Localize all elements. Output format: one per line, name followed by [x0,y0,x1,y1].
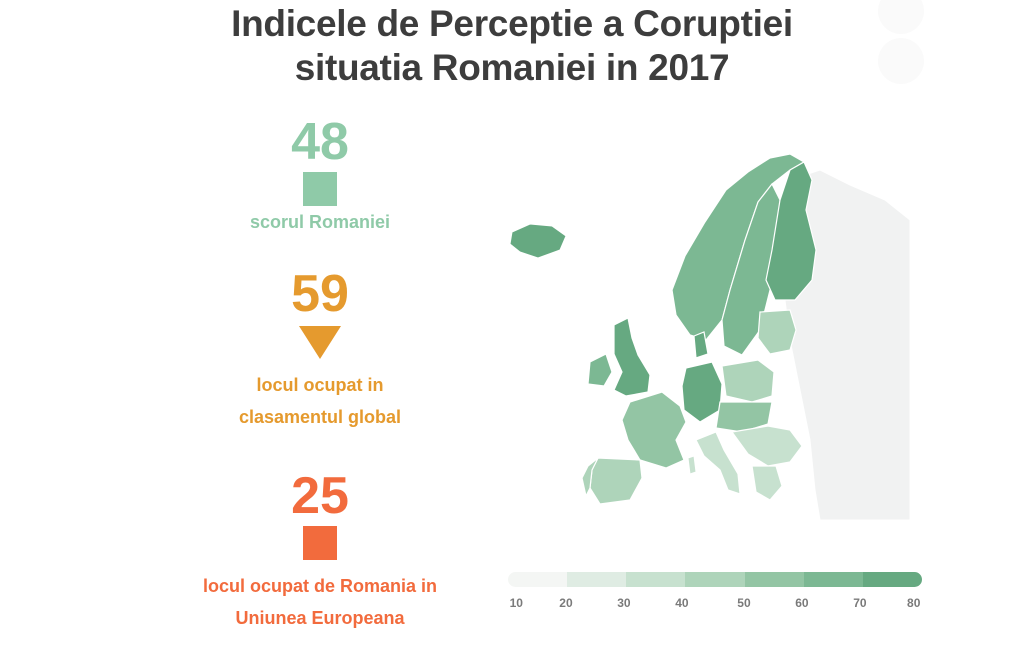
map-country-uk[interactable] [613,317,651,397]
square-icon [303,172,337,206]
legend-swatch [567,572,627,587]
score-stat: 48 scorul Romaniei [210,116,430,238]
eu-rank-value: 25 [291,467,349,525]
legend-swatch [685,572,745,587]
eu-rank-label-1: locul ocupat de Romania in [202,576,438,596]
map-country-france[interactable] [621,391,687,469]
map-region-east[interactable] [784,169,910,520]
title-line-2: situatia Romaniei in 2017 [294,47,730,88]
score-value: 48 [291,113,349,171]
legend-swatch [803,572,863,587]
map-country-germany[interactable] [681,361,723,423]
legend-tick: 10 [509,596,523,610]
legend-swatch [508,572,568,587]
map-country-baltics[interactable] [757,309,797,355]
legend-tick: 30 [617,596,631,610]
map-country-ireland[interactable] [587,353,613,387]
square-icon [303,526,337,560]
global-rank-label-1: locul ocupat in [256,375,384,395]
legend-tick: 70 [853,596,867,610]
legend-tick: 60 [795,596,809,610]
global-rank-stat: 59 locul ocupat in clasamentul global [190,268,450,433]
triangle-down-icon [299,326,341,359]
global-rank-label-2: clasamentul global [238,407,402,427]
legend-tick: 40 [675,596,689,610]
map-country-poland[interactable] [721,359,775,403]
legend-swatch [626,572,686,587]
map-country-finland[interactable] [765,161,817,301]
legend-ticks: 10 20 30 40 50 60 70 80 [508,596,922,616]
legend-swatch [744,572,804,587]
menu-button[interactable] [878,38,924,84]
europe-map [509,153,910,520]
title-line-1: Indicele de Perceptie a Coruptiei [231,3,793,44]
score-label: scorul Romaniei [249,212,391,232]
map-country-balkans[interactable] [730,425,803,467]
map-country-iceland[interactable] [509,223,567,259]
color-legend: 10 20 30 40 50 60 70 80 [508,572,922,616]
map-country-italy[interactable] [695,431,741,495]
map-island-sardinia[interactable] [687,455,697,475]
global-rank-value: 59 [291,265,349,323]
eu-rank-label-2: Uniunea Europeana [235,608,405,628]
legend-tick: 80 [907,596,921,610]
legend-tick: 50 [737,596,751,610]
map-country-spain[interactable] [589,457,643,505]
legend-bar [508,572,922,587]
map-country-portugal[interactable] [581,457,599,498]
legend-tick: 20 [559,596,573,610]
map-country-central[interactable] [715,401,773,433]
map-country-denmark[interactable] [693,331,709,359]
page-title: Indicele de Perceptie a Coruptiei situat… [0,2,1024,90]
eu-rank-stat: 25 locul ocupat de Romania in Uniunea Eu… [170,470,470,634]
legend-swatch [862,572,922,587]
map-country-greece[interactable] [751,465,783,501]
